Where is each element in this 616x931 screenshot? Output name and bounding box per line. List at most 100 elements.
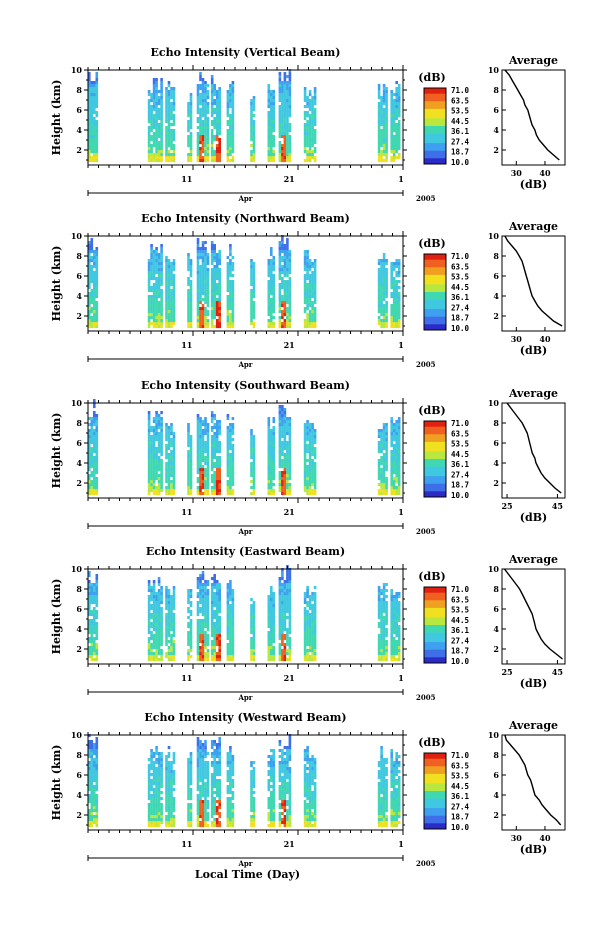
heatmap-cell xyxy=(93,265,96,269)
heatmap-cell xyxy=(206,459,210,463)
heatmap-cell xyxy=(226,147,230,151)
heatmap-cell xyxy=(215,634,219,638)
heatmap-cell xyxy=(167,631,171,635)
heatmap-cell xyxy=(199,72,202,76)
heatmap-cell xyxy=(172,450,176,454)
heatmap-cell xyxy=(213,426,216,430)
heatmap-cell xyxy=(226,622,230,626)
heatmap-cell xyxy=(218,619,221,623)
heatmap-cell xyxy=(210,616,214,620)
heatmap-cell xyxy=(278,637,282,641)
heatmap-cell xyxy=(215,432,219,436)
heatmap-cell xyxy=(283,289,287,293)
heatmap-cell xyxy=(189,649,193,653)
heatmap-cell xyxy=(313,117,317,121)
heatmap-cell xyxy=(250,450,253,454)
heatmap-cell xyxy=(270,637,273,641)
heatmap-cell xyxy=(283,123,287,127)
heatmap-cell xyxy=(278,450,282,454)
heatmap-cell xyxy=(189,313,193,317)
heatmap-cell xyxy=(204,325,207,329)
heatmap-cell xyxy=(226,307,230,311)
heatmap-cell xyxy=(226,277,230,281)
heatmap-cell xyxy=(283,280,287,284)
heatmap-cell xyxy=(313,259,317,263)
heatmap-cell xyxy=(226,607,230,611)
heatmap xyxy=(88,69,401,163)
heatmap-cell xyxy=(392,150,396,154)
heatmap-cell xyxy=(206,135,210,139)
heatmap-cell xyxy=(204,616,207,620)
heatmap-cell xyxy=(160,111,163,115)
heatmap-cell xyxy=(95,471,99,475)
heatmap-cell xyxy=(218,274,221,278)
heatmap-cell xyxy=(252,292,256,296)
heatmap-cell xyxy=(172,444,176,448)
heatmap-cell xyxy=(313,120,317,124)
heatmap-cell xyxy=(93,289,96,293)
heatmap-cell xyxy=(93,295,96,299)
heatmap-cell xyxy=(167,489,171,493)
heatmap-cell xyxy=(90,310,94,314)
heatmap-cell xyxy=(250,319,253,323)
heatmap-cell xyxy=(199,649,202,653)
heatmap-cell xyxy=(155,132,158,136)
heatmap-cell xyxy=(196,652,200,656)
heatmap-cell xyxy=(196,316,200,320)
heatmap-cell xyxy=(210,477,214,481)
heatmap-cell xyxy=(231,90,235,94)
heatmap-cell xyxy=(147,619,151,623)
heatmap-cell xyxy=(150,111,153,115)
heatmap-cell xyxy=(196,87,200,91)
heatmap-cell xyxy=(286,637,289,641)
heatmap-cell xyxy=(392,262,396,266)
heatmap-cell xyxy=(283,84,287,88)
heatmap-cell xyxy=(252,438,256,442)
heatmap-cell xyxy=(147,580,151,584)
heatmap-cell xyxy=(201,574,205,578)
heatmap-cell xyxy=(313,111,317,115)
heatmap-cell xyxy=(204,295,207,299)
heatmap-cell xyxy=(88,111,91,115)
heatmap-cell xyxy=(213,456,216,460)
heatmap-cell xyxy=(201,456,205,460)
heatmap-cell xyxy=(226,426,230,430)
heatmap-cell xyxy=(272,426,276,430)
heatmap-cell xyxy=(90,652,94,656)
heatmap-cell xyxy=(392,322,396,326)
heatmap-cell xyxy=(88,105,91,109)
heatmap-cell xyxy=(283,90,287,94)
heatmap-cell xyxy=(172,438,176,442)
heatmap-cell xyxy=(165,468,168,472)
heatmap-cell xyxy=(95,147,99,151)
heatmap-cell xyxy=(160,474,163,478)
heatmap-cell xyxy=(187,295,190,299)
heatmap-cell xyxy=(278,619,282,623)
heatmap-cell xyxy=(215,450,219,454)
heatmap-cell xyxy=(213,274,216,278)
heatmap-cell xyxy=(278,153,282,157)
heatmap-cell xyxy=(187,634,190,638)
heatmap-cell xyxy=(390,144,393,148)
heatmap-cell xyxy=(201,271,205,275)
heatmap-cell xyxy=(229,655,232,659)
heatmap-cell xyxy=(390,132,393,136)
heatmap-cell xyxy=(278,241,282,245)
colorbar-segment xyxy=(424,479,446,483)
heatmap-cell xyxy=(155,105,158,109)
heatmap-cell xyxy=(390,262,393,266)
heatmap-cell xyxy=(157,613,161,617)
heatmap-cell xyxy=(390,105,393,109)
heatmap-cell xyxy=(226,319,230,323)
heatmap-cell xyxy=(250,471,253,475)
heatmap-cell xyxy=(206,622,210,626)
heatmap-cell xyxy=(152,292,156,296)
heatmap-cell xyxy=(189,634,193,638)
heatmap-cell xyxy=(218,286,221,290)
heatmap-cell xyxy=(196,613,200,617)
heatmap-cell xyxy=(90,429,94,433)
heatmap-cell xyxy=(288,447,292,451)
heatmap-cell xyxy=(152,607,156,611)
heatmap-cell xyxy=(90,244,94,248)
heatmap-cell xyxy=(311,108,314,112)
